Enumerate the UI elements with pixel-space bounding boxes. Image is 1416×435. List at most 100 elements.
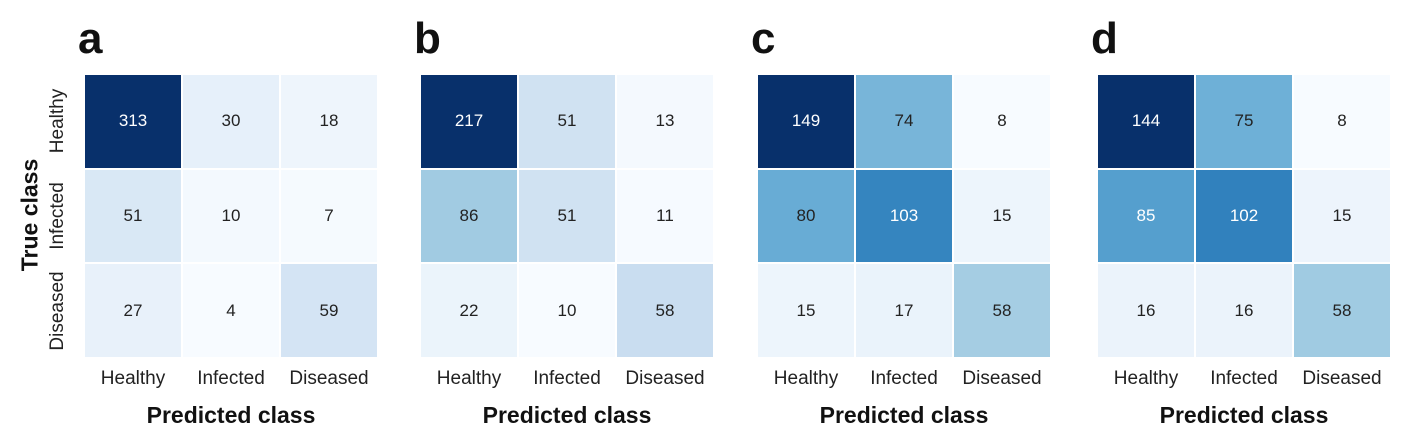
x-tick-label: Infected (870, 368, 938, 389)
heatmap-cell: 8 (953, 74, 1051, 169)
cell-value-label: 59 (319, 300, 339, 320)
heatmap-grid: 149 74 8 80 103 15 15 17 58 (757, 74, 1051, 358)
x-axis-label: Predicted class (482, 402, 652, 428)
heatmap-cell: 51 (518, 74, 616, 169)
y-tick-label: Healthy (47, 89, 68, 154)
heatmap-cell: 74 (855, 74, 953, 169)
heatmap-cell: 10 (518, 263, 616, 358)
cell-value-label: 17 (894, 300, 914, 320)
cell-value-label: 103 (889, 205, 919, 225)
heatmap-cell: 313 (84, 74, 182, 169)
heatmap-grid: 144 75 8 85 102 15 16 16 58 (1097, 74, 1391, 358)
heatmap-cell: 11 (616, 168, 714, 264)
heatmap-cell: 15 (953, 168, 1051, 264)
heatmap-cell: 27 (84, 263, 182, 358)
cell-value-label: 149 (791, 111, 821, 131)
heatmap-cell: 15 (757, 263, 855, 358)
heatmap-cell: 10 (182, 168, 280, 264)
x-tick-label: Infected (1210, 368, 1278, 389)
heatmap-cell: 4 (182, 263, 280, 358)
heatmap-cell: 85 (1097, 168, 1195, 264)
cell-value-label: 11 (656, 205, 674, 225)
heatmap-cell: 58 (1293, 263, 1391, 358)
y-tick-label: Diseased (47, 271, 68, 351)
cell-value-label: 7 (324, 205, 334, 225)
x-tick-label: Healthy (1113, 368, 1179, 389)
heatmap-cell: 58 (953, 263, 1051, 358)
panel-letter: c (751, 14, 776, 63)
heatmap-cell: 51 (518, 168, 616, 264)
heatmap-cell: 59 (280, 263, 378, 358)
x-tick-label: Infected (533, 368, 601, 389)
confusion-matrix-panel-d: d 144 75 8 85 102 15 16 16 58 Healthy Infected Disea… (1091, 0, 1397, 435)
cell-value-label: 217 (454, 111, 484, 131)
cell-value-label: 16 (1136, 300, 1156, 320)
x-tick-label: Healthy (436, 368, 502, 389)
heatmap-cell: 103 (855, 168, 953, 264)
x-tick-label: Diseased (289, 368, 369, 389)
x-tick-label: Healthy (100, 368, 166, 389)
heatmap-cell: 7 (280, 168, 378, 264)
x-tick-label: Diseased (625, 368, 705, 389)
heatmap-cell: 30 (182, 74, 280, 169)
cell-value-label: 86 (459, 205, 479, 225)
cell-value-label: 18 (319, 111, 339, 131)
cell-value-label: 4 (226, 300, 236, 320)
heatmap-cell: 86 (420, 168, 518, 264)
heatmap-cell: 102 (1195, 168, 1293, 264)
confusion-matrix-panel-a: a 313 30 18 51 10 7 27 4 59 Healthy Infected Disease… (78, 0, 384, 435)
cell-value-label: 51 (123, 205, 143, 225)
cell-value-label: 10 (221, 205, 241, 225)
cell-value-label: 13 (655, 111, 675, 131)
heatmap-cell: 22 (420, 263, 518, 358)
x-axis-label: Predicted class (1159, 402, 1329, 428)
cell-value-label: 85 (1136, 205, 1156, 225)
heatmap-cell: 17 (855, 263, 953, 358)
cell-value-label: 15 (992, 205, 1012, 225)
heatmap-cell: 217 (420, 74, 518, 169)
heatmap-cell: 8 (1293, 74, 1391, 169)
cell-value-label: 27 (123, 300, 143, 320)
heatmap-cell: 75 (1195, 74, 1293, 169)
heatmap-cell: 13 (616, 74, 714, 169)
cell-value-label: 8 (1337, 111, 1347, 131)
heatmap-cell: 15 (1293, 168, 1391, 264)
heatmap-cell: 80 (757, 168, 855, 264)
cell-value-label: 8 (997, 111, 1007, 131)
cell-value-label: 15 (1332, 205, 1352, 225)
y-tick-label: Infected (47, 182, 68, 250)
x-axis-label: Predicted class (146, 402, 316, 428)
x-tick-label: Diseased (962, 368, 1042, 389)
cell-value-label: 30 (221, 111, 241, 131)
heatmap-cell: 58 (616, 263, 714, 358)
cell-value-label: 313 (118, 111, 148, 131)
cell-value-label: 22 (459, 300, 479, 320)
panel-letter: d (1091, 14, 1118, 63)
heatmap-cell: 144 (1097, 74, 1195, 169)
cell-value-label: 51 (557, 205, 577, 225)
heatmap-cell: 16 (1195, 263, 1293, 358)
x-tick-label: Healthy (773, 368, 839, 389)
confusion-matrix-panel-b: b 217 51 13 86 51 11 22 10 58 Healthy Infected Disea… (414, 0, 720, 435)
cell-value-label: 144 (1131, 111, 1161, 131)
y-axis-label: True class (16, 158, 43, 272)
x-tick-label: Diseased (1302, 368, 1382, 389)
cell-value-label: 58 (1332, 300, 1352, 320)
x-axis-label: Predicted class (819, 402, 989, 428)
heatmap-grid: 217 51 13 86 51 11 22 10 58 (420, 74, 714, 358)
cell-value-label: 102 (1229, 205, 1259, 225)
cell-value-label: 51 (557, 111, 577, 131)
heatmap-cell: 51 (84, 168, 182, 264)
cell-value-label: 75 (1234, 111, 1254, 131)
heatmap-cell: 149 (757, 74, 855, 169)
cell-value-label: 16 (1234, 300, 1254, 320)
confusion-matrix-panel-c: c 149 74 8 80 103 15 15 17 58 Healthy Infected Disea… (751, 0, 1057, 435)
panel-letter: b (414, 14, 441, 63)
x-tick-label: Infected (197, 368, 265, 389)
cell-value-label: 58 (992, 300, 1012, 320)
heatmap-grid: 313 30 18 51 10 7 27 4 59 (84, 74, 378, 358)
cell-value-label: 10 (557, 300, 577, 320)
heatmap-cell: 18 (280, 74, 378, 169)
cell-value-label: 80 (796, 205, 816, 225)
cell-value-label: 15 (796, 300, 816, 320)
